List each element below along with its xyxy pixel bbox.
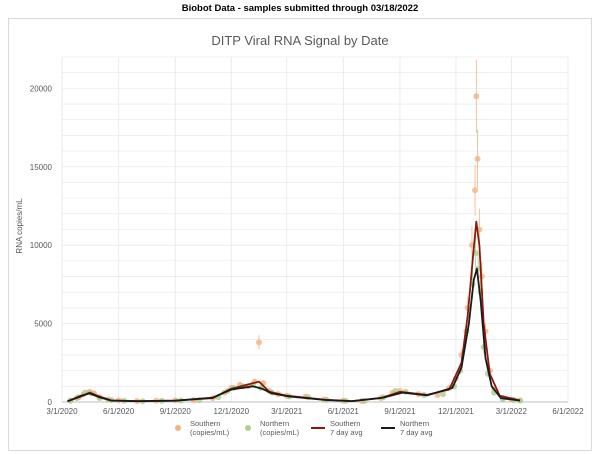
legend-label-line2: 7 day avg xyxy=(400,428,433,437)
legend-label-line1: Northern xyxy=(400,419,429,428)
southern-point xyxy=(255,339,262,346)
legend-label-line2: (copies/mL) xyxy=(260,428,300,437)
legend: Southern(copies/mL)Northern(copies/mL)So… xyxy=(175,419,433,437)
y-tick-label: 15000 xyxy=(30,163,53,172)
x-tick-label: 6/1/2021 xyxy=(328,407,360,416)
southern-point xyxy=(474,155,481,162)
y-tick-label: 10000 xyxy=(30,241,53,250)
legend-label-line2: 7 day avg xyxy=(330,428,363,437)
legend-label-line1: Southern xyxy=(330,419,360,428)
y-tick-label: 0 xyxy=(48,398,53,407)
avg-line-layer xyxy=(67,220,521,403)
legend-item: Southern(copies/mL) xyxy=(175,419,230,437)
northern-avg-line xyxy=(67,267,521,403)
legend-item: Northern(copies/mL) xyxy=(245,419,300,437)
northern-point xyxy=(440,391,447,398)
x-tick-label: 12/1/2021 xyxy=(438,407,474,416)
chart-title: DITP Viral RNA Signal by Date xyxy=(211,33,388,48)
legend-marker xyxy=(245,425,251,431)
x-tick-label: 3/1/2021 xyxy=(271,407,303,416)
southern-point xyxy=(472,187,479,194)
x-tick-label: 9/1/2020 xyxy=(160,407,192,416)
page-header: Biobot Data - samples submitted through … xyxy=(181,3,419,14)
chart-frame xyxy=(8,18,592,451)
y-tick-label: 5000 xyxy=(34,320,52,329)
x-tick-label: 6/1/2022 xyxy=(552,407,584,416)
grid-layer xyxy=(61,56,569,403)
legend-label-line1: Southern xyxy=(190,419,220,428)
legend-label-line1: Northern xyxy=(260,419,289,428)
axis-layer: 3/1/2020 6/1/2020 9/1/2020 12/1/2020 3/1/202… xyxy=(30,84,584,416)
legend-label-line2: (copies/mL) xyxy=(190,428,230,437)
y-axis-title: RNA copies/mL xyxy=(15,198,24,254)
southern-point xyxy=(473,93,480,100)
legend-marker xyxy=(175,425,181,431)
southern-avg-line xyxy=(67,220,521,403)
x-tick-label: 9/1/2021 xyxy=(384,407,416,416)
x-tick-label: 3/1/2022 xyxy=(496,407,528,416)
y-tick-label: 20000 xyxy=(30,84,53,93)
southern-scatter-series xyxy=(67,59,523,405)
x-tick-label: 6/1/2020 xyxy=(103,407,135,416)
x-tick-label: 3/1/2020 xyxy=(46,407,78,416)
x-tick-label: 12/1/2020 xyxy=(213,407,249,416)
